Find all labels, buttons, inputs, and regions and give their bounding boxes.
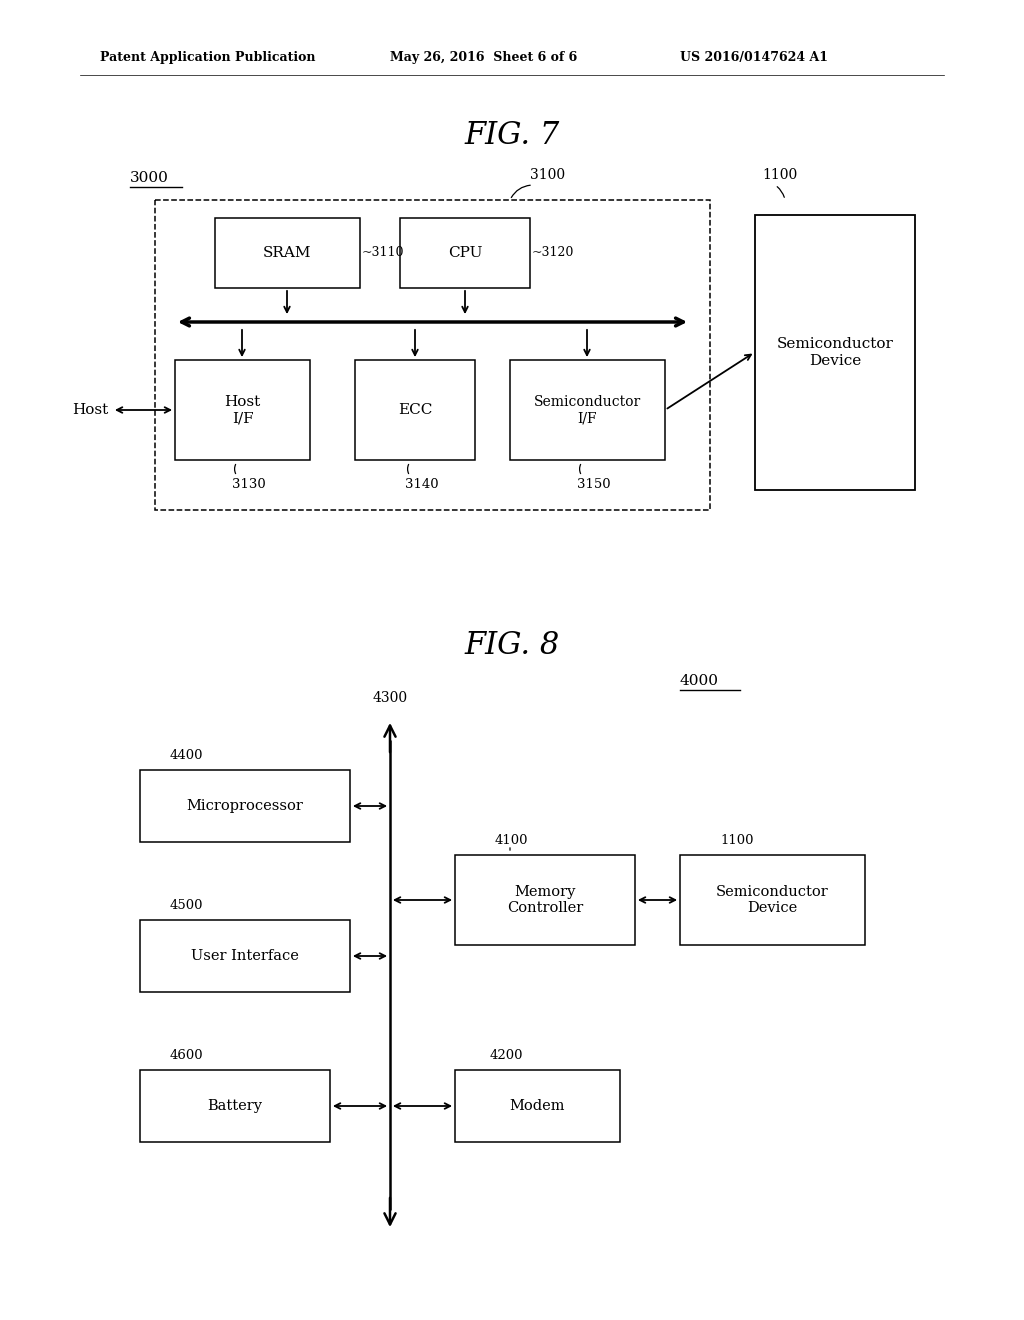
Bar [400,218,530,288]
Text: User Interface: User Interface [191,949,299,964]
Text: SRAM: SRAM [263,246,311,260]
Text: Memory
Controller: Memory Controller [507,884,583,915]
Text: Host: Host [72,403,108,417]
Bar [175,360,310,459]
Text: May 26, 2016  Sheet 6 of 6: May 26, 2016 Sheet 6 of 6 [390,51,578,65]
Bar [140,770,350,842]
Bar [140,1071,330,1142]
Text: FIG. 7: FIG. 7 [464,120,560,150]
Bar [510,360,665,459]
Bar [755,215,915,490]
Bar [680,855,865,945]
Text: US 2016/0147624 A1: US 2016/0147624 A1 [680,51,828,65]
Text: 3130: 3130 [232,478,266,491]
Text: 3100: 3100 [530,168,565,182]
Text: 4500: 4500 [170,899,204,912]
Text: 4100: 4100 [495,834,528,847]
Bar [140,920,350,993]
Text: Battery: Battery [208,1100,262,1113]
Text: 4600: 4600 [170,1049,204,1063]
Text: Semiconductor
Device: Semiconductor Device [776,338,893,367]
Text: ~3120: ~3120 [532,246,574,259]
Text: 4300: 4300 [373,690,408,705]
Text: ~3110: ~3110 [362,246,404,259]
Text: Patent Application Publication: Patent Application Publication [100,51,315,65]
Text: FIG. 8: FIG. 8 [464,630,560,661]
Text: ECC: ECC [397,403,432,417]
Text: 1100: 1100 [720,834,754,847]
Bar [215,218,360,288]
Text: Host
I/F: Host I/F [224,395,261,425]
Text: 3000: 3000 [130,172,169,185]
Text: Microprocessor: Microprocessor [186,799,303,813]
Bar [455,855,635,945]
Text: CPU: CPU [447,246,482,260]
Bar [155,201,710,510]
Text: 3150: 3150 [577,478,610,491]
Text: 4200: 4200 [490,1049,523,1063]
Text: 4000: 4000 [680,675,719,688]
Text: 1100: 1100 [762,168,798,182]
Text: 3140: 3140 [406,478,438,491]
Text: Semiconductor
I/F: Semiconductor I/F [534,395,641,425]
Text: Semiconductor
Device: Semiconductor Device [716,884,828,915]
Bar [355,360,475,459]
Text: Modem: Modem [510,1100,565,1113]
Bar [455,1071,620,1142]
Text: 4400: 4400 [170,748,204,762]
